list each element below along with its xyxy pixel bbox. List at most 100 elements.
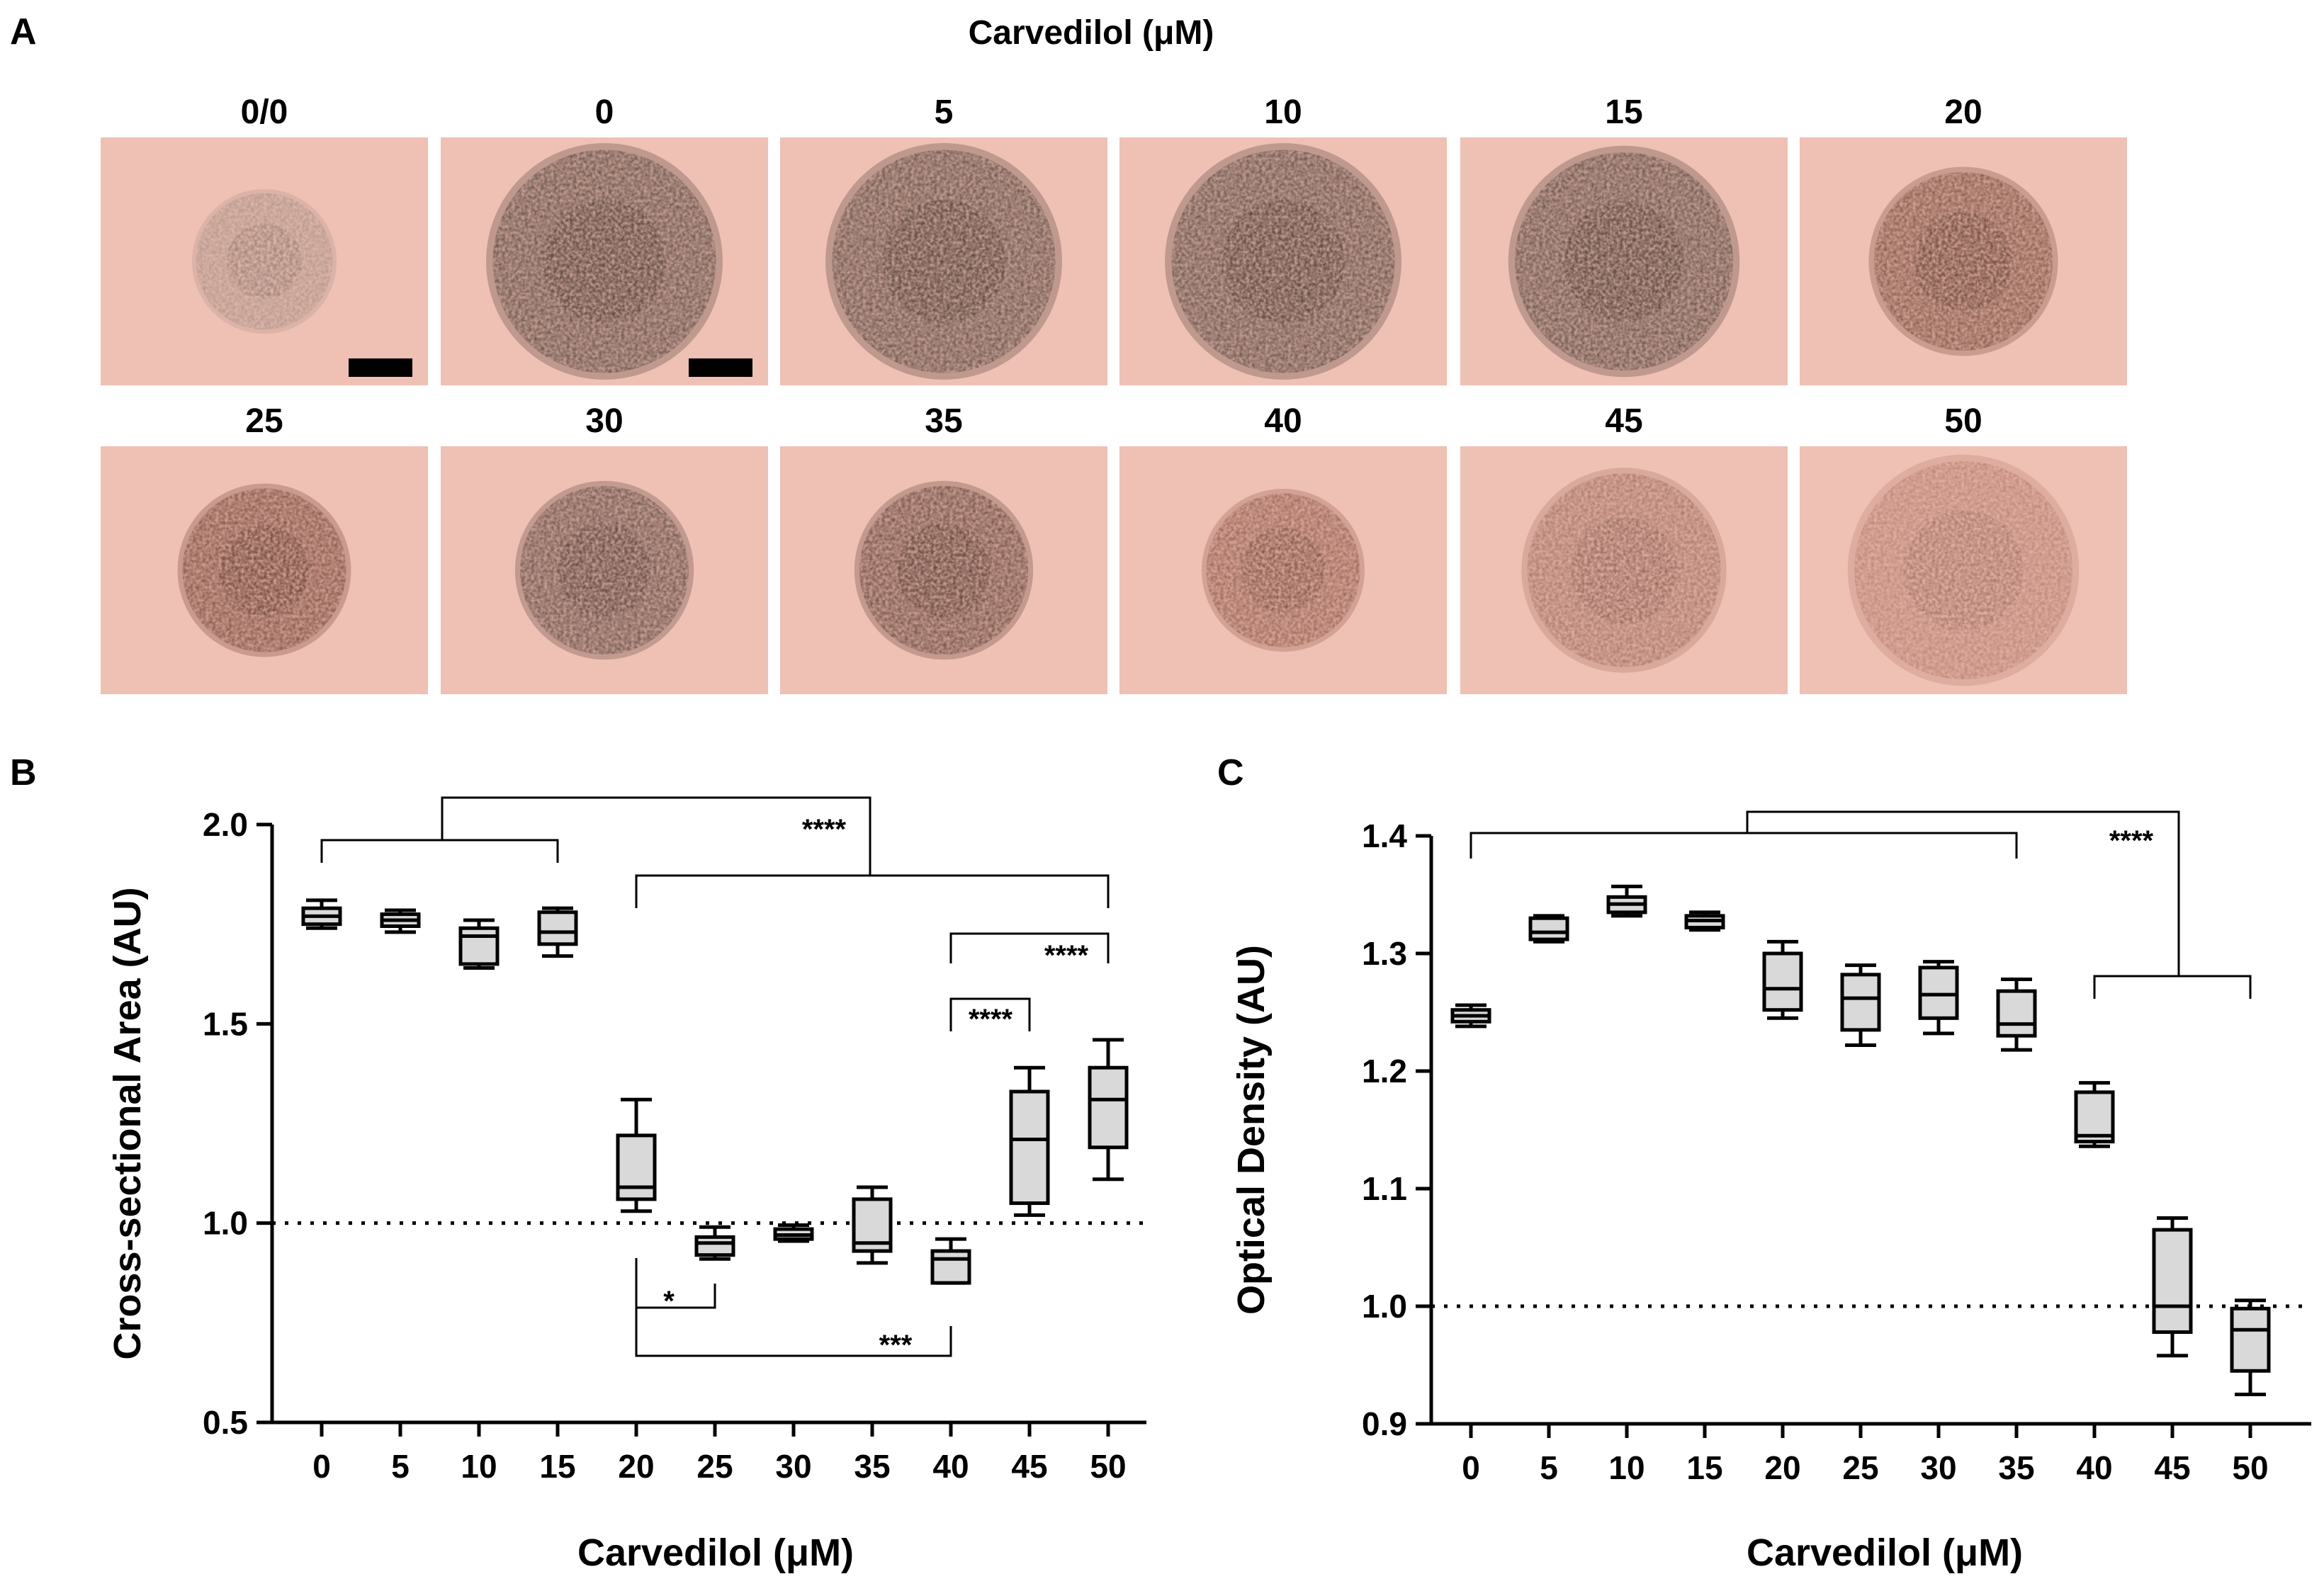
spheroid-core [882,200,1005,323]
box-0 [1450,1003,1491,1029]
spheroid-image [101,137,428,385]
box-20 [1762,939,1803,1020]
box-15 [1684,910,1725,932]
y-tick-label: 1.4 [1362,817,1407,854]
box-40 [2074,1081,2115,1148]
spheroid-image [1460,446,1788,694]
box-30 [773,1223,814,1243]
box-45 [2152,1216,2193,1358]
x-tick-label: 40 [2076,1449,2112,1486]
spheroid-core [543,200,666,323]
spheroid-core [558,523,651,617]
spheroid-core [1222,200,1345,323]
y-tick-label: 0.5 [203,1404,248,1441]
spheroid-image [1800,446,2127,694]
x-tick-label: 30 [775,1448,811,1485]
x-tick-label: 35 [854,1448,890,1485]
box-iqr [694,1235,735,1257]
box-10 [458,918,500,970]
sig-label-40-45: **** [969,1004,1013,1035]
spheroid-core [1564,201,1684,322]
sig-bracket-40-50 [949,932,1110,963]
box-50 [2230,1298,2271,1396]
box-iqr [930,1249,971,1285]
x-tick-label: 15 [1686,1449,1722,1486]
box-15 [537,906,578,958]
image-label: 35 [925,402,962,440]
sig-bracket-0-15 [320,839,559,863]
image-label: 5 [935,94,954,131]
box-iqr [1840,973,1881,1032]
x-axis-label: Carvedilol (μM) [1747,1531,2023,1574]
sig-label-top: **** [802,814,847,845]
scale-bar [689,358,752,377]
spheroid-core [1914,212,2013,311]
box-iqr [1528,916,1569,941]
x-tick-label: 45 [1011,1448,1047,1485]
x-tick-label: 20 [618,1448,654,1485]
y-tick-label: 2.0 [203,806,248,843]
y-tick-label: 1.5 [203,1005,248,1042]
box-35 [852,1185,893,1265]
spheroid-image [1119,446,1447,694]
y-tick-label: 1.0 [203,1205,248,1242]
sig-label-top: **** [2109,825,2154,856]
box-5 [380,908,421,934]
y-axis-label: Optical Density (AU) [1230,945,1273,1315]
box-iqr [2074,1090,2115,1144]
image-label: 0/0 [241,94,288,131]
sig-bracket-top [1746,810,2180,976]
spheroid-core [897,523,991,617]
box-iqr [1996,989,2037,1038]
x-tick-label: 5 [1540,1449,1558,1486]
scale-bar [349,358,412,377]
x-tick-label: 45 [2154,1449,2190,1486]
x-tick-label: 25 [696,1448,733,1485]
box-5 [1528,914,1569,944]
spheroid-image [101,446,428,694]
x-tick-label: 35 [1998,1449,2034,1486]
spheroid-core [1903,510,2024,630]
x-tick-label: 25 [1842,1449,1878,1486]
x-axis-label: Carvedilol (μM) [577,1531,854,1574]
box-iqr [537,910,578,946]
spheroid-image [780,446,1107,694]
spheroid-core [1570,516,1678,624]
box-iqr [458,926,500,966]
y-tick-label: 1.0 [1362,1288,1407,1325]
spheroid-image [1800,137,2127,385]
sig-bracket-top [441,796,872,876]
image-label: 50 [1944,402,1982,440]
spheroid-image [441,137,768,385]
spheroid-image [1460,137,1788,385]
box-iqr [1088,1065,1129,1150]
spheroid-image [441,446,768,694]
x-tick-label: 20 [1764,1449,1800,1486]
y-tick-label: 1.3 [1362,935,1407,972]
sig-bracket-20-25 [635,1258,716,1309]
box-20 [616,1097,657,1213]
box-35 [1996,978,2037,1052]
sig-bracket-40-45 [949,997,1031,1031]
y-tick-label: 0.9 [1362,1405,1407,1442]
spheroid-core [219,525,310,616]
sig-bracket-20-50 [635,874,1110,908]
x-tick-label: 15 [539,1448,575,1485]
x-tick-label: 50 [2232,1449,2268,1486]
sig-label-40-50: **** [1044,940,1089,971]
image-label: 30 [585,402,623,440]
image-label: 0 [595,94,614,131]
box-10 [1606,884,1647,918]
box-45 [1009,1065,1050,1217]
x-tick-label: 5 [391,1448,410,1485]
spheroid-image-grid: 0/0 0 5 10 15 20 25 30 35 40 45 50 [101,94,2127,694]
chart-c: 0.9 1.0 1.1 1.2 1.3 1.4 0 5 10 15 20 25 30 35 40 45 50 Ca… [1230,810,2311,1574]
y-tick-label: 1.1 [1362,1170,1407,1207]
box-iqr [1762,951,1803,1012]
x-tick-label: 50 [1090,1448,1126,1485]
box-0 [301,898,342,930]
chart-b: 0.5 1.0 1.5 2.0 0 5 10 15 20 25 30 35 40 45 50 Carvedil… [106,796,1146,1574]
box-50 [1088,1038,1129,1182]
x-tick-label: 0 [1462,1449,1480,1486]
